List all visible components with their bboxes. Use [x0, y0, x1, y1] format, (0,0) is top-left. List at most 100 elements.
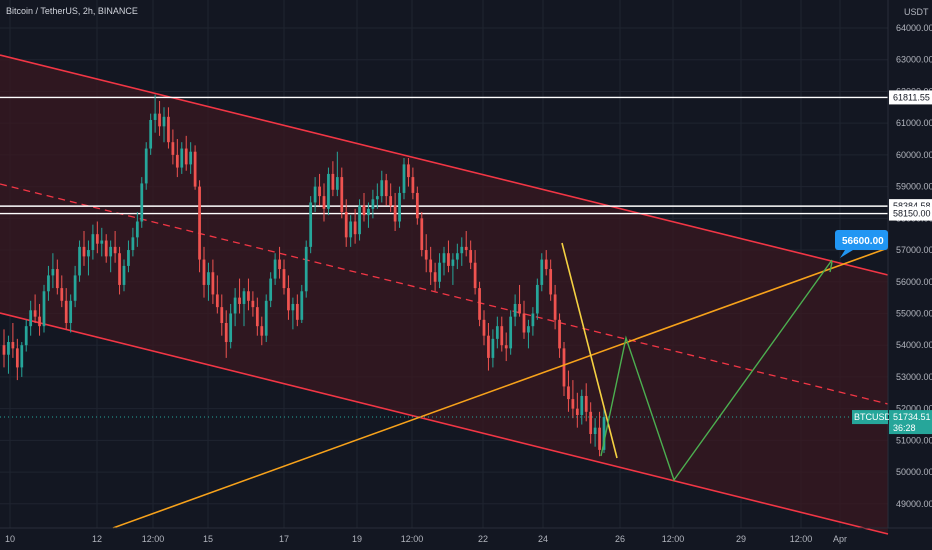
- candle-body: [215, 294, 219, 308]
- candle-body: [260, 326, 264, 336]
- candle-body: [464, 246, 468, 251]
- candle-body: [2, 345, 6, 355]
- level-price-tag-bg: [889, 90, 932, 105]
- price-tick-label: 61000.00: [896, 118, 932, 128]
- candle-body: [562, 348, 566, 387]
- candle-body: [282, 269, 286, 289]
- ascending-support-line: [112, 247, 889, 529]
- candle-body: [344, 211, 348, 238]
- candle-countdown: 36:28: [893, 423, 916, 433]
- time-tick-label: 12:00: [790, 534, 813, 544]
- candle-body: [278, 259, 281, 270]
- candle-body: [455, 253, 459, 260]
- time-tick-label: 26: [615, 534, 625, 544]
- horizontal-levels: [0, 96, 888, 215]
- candle-body: [220, 307, 224, 323]
- candle-body: [527, 326, 530, 333]
- candle-body: [540, 259, 544, 285]
- level-price-tag-bg: [889, 206, 932, 221]
- price-tick-label: 49000.00: [896, 499, 932, 509]
- price-tick-label: 53000.00: [896, 372, 932, 382]
- candle-body: [109, 246, 113, 257]
- candle-body: [202, 259, 206, 285]
- candle-body: [442, 253, 446, 263]
- candle-body: [211, 272, 215, 295]
- candle-body: [171, 142, 175, 155]
- candle-body: [544, 259, 548, 270]
- time-tick-label: 10: [5, 534, 15, 544]
- candle-body: [327, 173, 330, 209]
- candle-body: [495, 326, 499, 339]
- candle-body: [580, 395, 584, 415]
- candle-body: [118, 253, 121, 285]
- candle-body: [487, 335, 490, 358]
- candle-body: [353, 221, 357, 235]
- candle-body: [238, 297, 241, 304]
- candle-body: [322, 196, 326, 209]
- candle-body: [11, 342, 15, 349]
- candle-body: [367, 208, 370, 216]
- candle-body: [407, 164, 410, 178]
- time-tick-label: 29: [736, 534, 746, 544]
- candle-body: [362, 205, 366, 216]
- candle-body: [224, 322, 228, 343]
- candle-body: [113, 246, 117, 254]
- candle-body: [251, 300, 255, 308]
- candle-body: [193, 151, 197, 187]
- candle-body: [24, 326, 28, 346]
- price-tick-label: 54000.00: [896, 340, 932, 350]
- candle-body: [269, 278, 273, 301]
- candle-body: [567, 386, 570, 400]
- candle-body: [229, 313, 233, 343]
- time-tick-label: Apr: [833, 534, 847, 544]
- symbol-badge-bg: [852, 410, 888, 425]
- time-tick-label: 12:00: [662, 534, 685, 544]
- target-callout-bg: [835, 230, 888, 250]
- candle-body: [233, 297, 237, 314]
- candlestick-series: [2, 94, 606, 457]
- candle-body: [549, 269, 553, 295]
- candle-body: [158, 113, 161, 127]
- candle-body: [264, 300, 268, 336]
- projection-arrow: [829, 261, 833, 273]
- candle-body: [575, 408, 579, 415]
- candle-body: [135, 221, 139, 238]
- candle-body: [335, 177, 339, 190]
- target-callout-label: 56600.00: [842, 236, 884, 247]
- candle-body: [438, 262, 441, 282]
- current-price-badge-bg: [889, 410, 932, 435]
- candle-body: [33, 310, 37, 317]
- candle-body: [87, 250, 90, 257]
- candle-body: [433, 272, 437, 282]
- candle-body: [340, 177, 344, 212]
- candle-body: [513, 303, 517, 317]
- candle-body: [473, 262, 477, 289]
- candle-body: [300, 291, 304, 320]
- level-price-tag: 58150.00: [893, 209, 931, 219]
- price-tick-label: 55000.00: [896, 308, 932, 318]
- candle-body: [38, 316, 41, 327]
- candle-body: [60, 288, 64, 301]
- currency-label: USDT: [904, 7, 929, 17]
- drawing-overlays: [112, 242, 889, 529]
- candle-body: [162, 116, 166, 127]
- candle-body: [447, 253, 450, 266]
- candle-body: [460, 246, 464, 254]
- channel-midline: [0, 183, 889, 405]
- candle-body: [131, 237, 135, 251]
- price-axis: 64000.0063000.0062000.0061000.0060000.00…: [887, 0, 932, 528]
- candle-body: [255, 307, 259, 327]
- candle-body: [451, 259, 455, 266]
- candle-body: [100, 240, 104, 244]
- symbol-title: Bitcoin / TetherUS, 2h, BINANCE: [6, 6, 138, 16]
- candle-body: [429, 259, 433, 273]
- candle-body: [420, 218, 424, 251]
- candle-body: [104, 240, 108, 257]
- candle-body: [504, 345, 508, 349]
- candle-body: [64, 300, 68, 323]
- time-tick-label: 12: [92, 534, 102, 544]
- time-tick-label: 12:00: [401, 534, 424, 544]
